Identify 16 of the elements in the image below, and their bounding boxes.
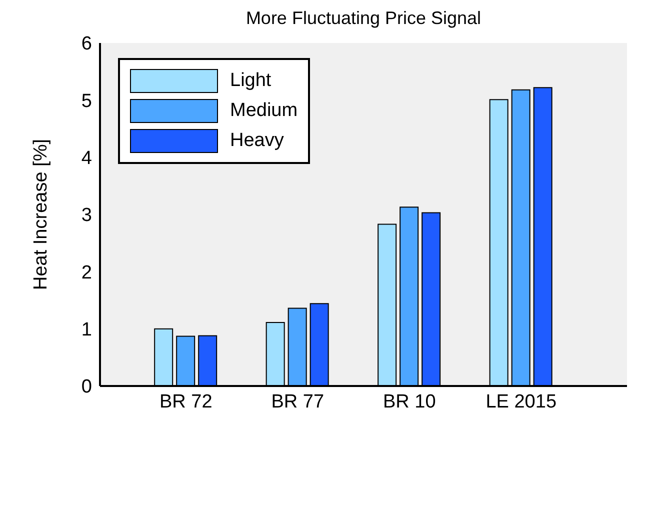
y-tick-label: 0 bbox=[81, 376, 92, 398]
y-tick-label: 5 bbox=[81, 90, 92, 112]
y-axis-title: Heat Increase [%] bbox=[30, 138, 52, 290]
y-tick-label: 2 bbox=[81, 262, 92, 284]
x-tick-label: BR 10 bbox=[382, 391, 436, 412]
legend-label: Light bbox=[230, 70, 272, 92]
legend-label: Heavy bbox=[230, 130, 284, 152]
y-tick-label: 6 bbox=[81, 34, 92, 55]
chart-title: More Fluctuating Price Signal bbox=[244, 8, 482, 29]
y-tick-label: 4 bbox=[81, 148, 92, 170]
x-tick-label: BR 72 bbox=[159, 391, 212, 412]
x-tick-label: BR 77 bbox=[271, 391, 324, 412]
legend-label: Medium bbox=[230, 100, 298, 122]
y-tick-label: 3 bbox=[81, 205, 92, 226]
y-tick-label: 1 bbox=[81, 320, 92, 341]
x-tick-label: LE 2015 bbox=[486, 391, 557, 412]
